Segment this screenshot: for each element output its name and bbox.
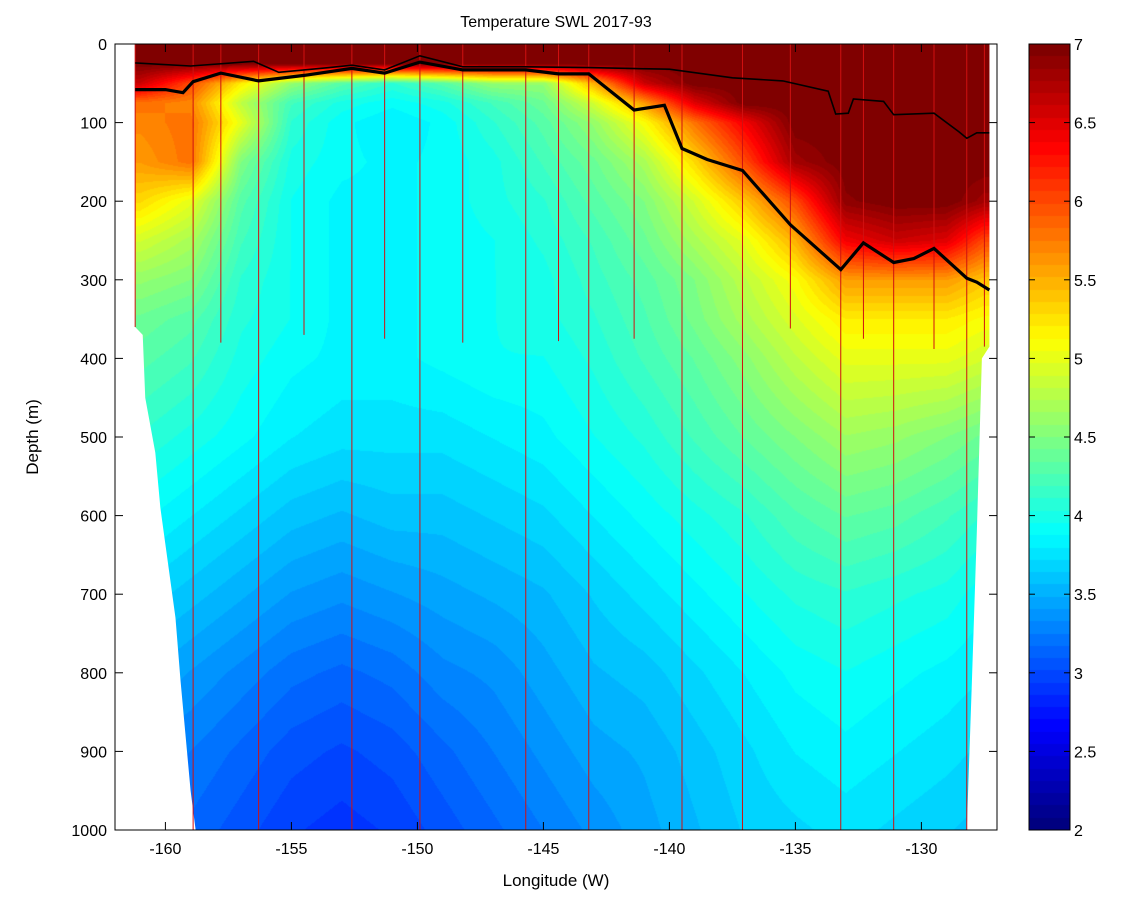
y-tick-label: 200 xyxy=(80,194,107,211)
x-axis: -160 -155 -150 -145 -140 -135 -130 xyxy=(149,44,938,858)
colorbar-tick-label: 3 xyxy=(1074,666,1083,683)
y-tick-label: 300 xyxy=(80,273,107,290)
x-tick-label: -150 xyxy=(401,841,433,858)
colorbar-tick-label: 3.5 xyxy=(1074,587,1096,604)
y-tick-label: 900 xyxy=(80,744,107,761)
station-lines xyxy=(134,44,985,830)
temperature-heatmap xyxy=(135,44,990,830)
colorbar: 2 2.5 3 3.5 4 4.5 5 5.5 6 6.5 7 xyxy=(1028,37,1096,840)
colorbar-gradient xyxy=(1029,44,1070,830)
colorbar-tick-label: 7 xyxy=(1074,37,1083,54)
colorbar-tick-label: 4.5 xyxy=(1074,430,1096,447)
y-tick-label: 600 xyxy=(80,509,107,526)
y-tick-label: 400 xyxy=(80,351,107,368)
isotherm-thick-line xyxy=(135,60,991,292)
y-tick-label: 500 xyxy=(80,430,107,447)
colorbar-tick-label: 4 xyxy=(1074,509,1083,526)
x-tick-label: -130 xyxy=(905,841,937,858)
y-axis-label: Depth (m) xyxy=(23,399,42,475)
colorbar-tick-label: 5.5 xyxy=(1074,273,1096,290)
x-axis-label: Longitude (W) xyxy=(503,871,610,890)
y-axis: 0 100 200 300 400 500 600 700 800 900 1000 xyxy=(71,37,997,840)
x-tick-label: -160 xyxy=(149,841,181,858)
colorbar-tick-label: 6 xyxy=(1074,194,1083,211)
isotherm-thin-line xyxy=(135,54,990,140)
colorbar-tick-label: 2 xyxy=(1074,823,1083,840)
x-tick-label: -155 xyxy=(275,841,307,858)
x-tick-label: -140 xyxy=(653,841,685,858)
colorbar-tick-label: 2.5 xyxy=(1074,744,1096,761)
colorbar-ticks: 2 2.5 3 3.5 4 4.5 5 5.5 6 6.5 7 xyxy=(1029,37,1096,840)
x-tick-label: -135 xyxy=(779,841,811,858)
y-tick-label: 700 xyxy=(80,587,107,604)
y-tick-label: 1000 xyxy=(71,823,107,840)
plot-area xyxy=(115,44,997,830)
chart-title: Temperature SWL 2017-93 xyxy=(460,14,652,31)
isotherm-contours xyxy=(135,54,991,292)
y-tick-label: 800 xyxy=(80,666,107,683)
y-tick-label: 0 xyxy=(98,37,107,54)
x-tick-label: -145 xyxy=(527,841,559,858)
colorbar-tick-label: 5 xyxy=(1074,351,1083,368)
colorbar-tick-label: 6.5 xyxy=(1074,116,1096,133)
y-tick-label: 100 xyxy=(80,116,107,133)
